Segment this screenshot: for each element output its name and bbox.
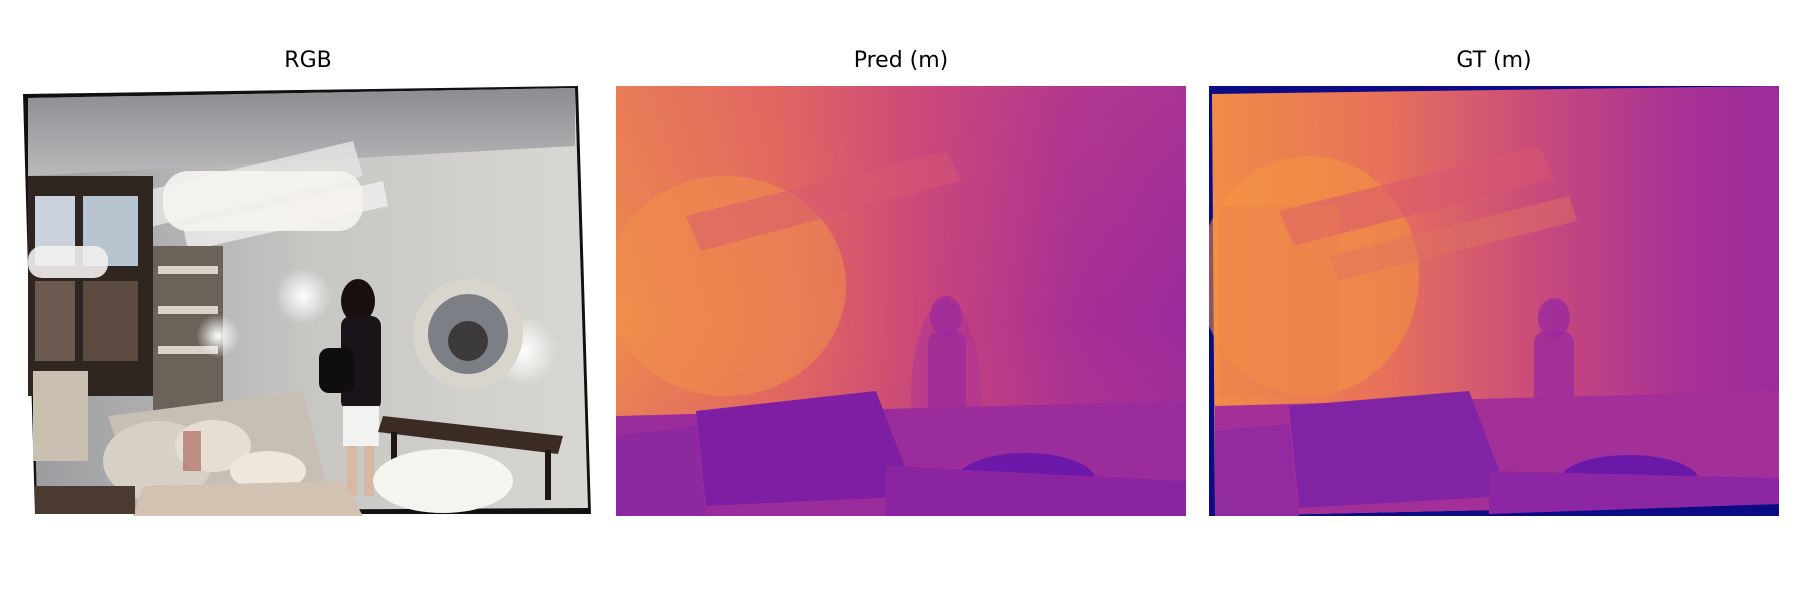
rgb-panel-title: RGB bbox=[284, 48, 332, 73]
gt-depth-panel bbox=[1209, 86, 1779, 516]
pred-panel-title: Pred (m) bbox=[853, 48, 949, 73]
rgb-image bbox=[23, 86, 593, 516]
rgb-image-panel bbox=[23, 86, 593, 516]
gt-depth-map bbox=[1209, 86, 1779, 516]
pred-depth-panel bbox=[616, 86, 1186, 516]
gt-panel-title: GT (m) bbox=[1456, 48, 1532, 73]
pred-depth-map bbox=[616, 86, 1186, 516]
